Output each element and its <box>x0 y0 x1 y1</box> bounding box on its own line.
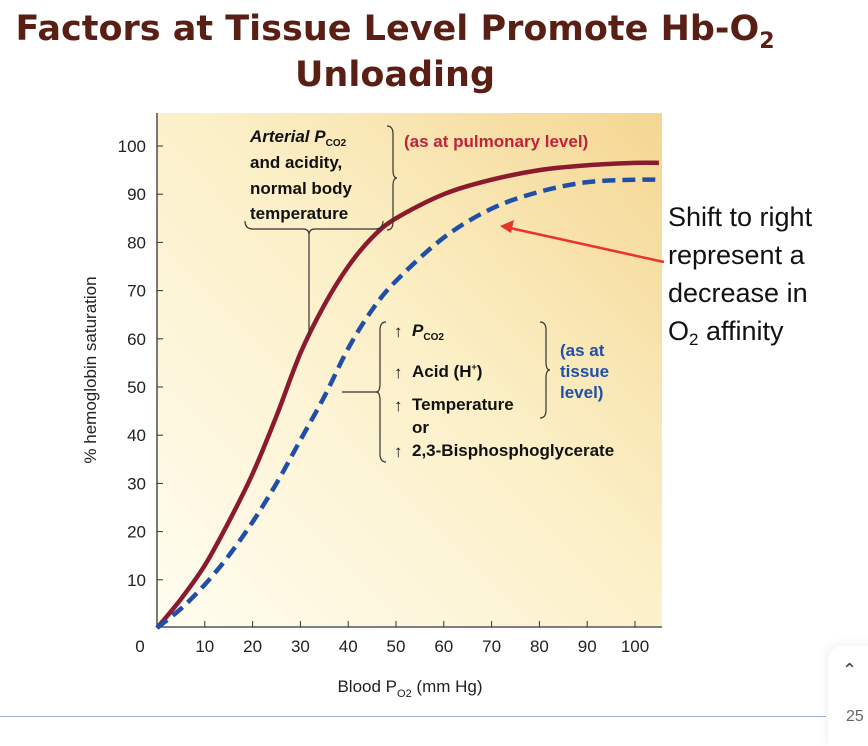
note-line: Shift to right <box>668 202 813 232</box>
tissue-label: level) <box>560 383 603 402</box>
factor-acid: Acid (H+) <box>412 362 482 381</box>
factor-bpg: 2,3-Bisphosphoglycerate <box>412 441 614 460</box>
note-suffix: affinity <box>698 316 784 346</box>
note-sub: 2 <box>689 330 699 349</box>
factor-acid-sup: + <box>472 362 477 372</box>
curve-normal <box>155 160 659 630</box>
up-arrow-icon: ↑ <box>394 363 403 382</box>
y-axis-label: % hemoglobin saturation <box>81 276 100 463</box>
y-tick-label: 30 <box>127 474 146 493</box>
pointer-arrow-line <box>509 226 665 264</box>
y-tick-label: 50 <box>127 378 146 397</box>
slide-title: Factors at Tissue Level Promote Hb-O2 Un… <box>0 6 790 98</box>
normal-label-text: Arterial P <box>249 127 326 146</box>
y-tick-label: 80 <box>127 233 146 252</box>
x-tick-label: 30 <box>291 637 310 656</box>
title-subscript: 2 <box>759 29 775 54</box>
x-tick-label: 100 <box>621 637 649 656</box>
page-number: 25 <box>846 708 864 725</box>
title-line-1: Factors at Tissue Level Promote Hb-O <box>15 9 760 49</box>
up-arrow-icon: ↑ <box>394 322 403 341</box>
x-tick-label: 50 <box>387 637 406 656</box>
x-tick-label: 40 <box>339 637 358 656</box>
pointer-arrowhead-icon <box>500 220 514 233</box>
annotations: Arterial PCO2 and acidity, normal body t… <box>244 125 665 463</box>
page-nav: ⌃ 25 <box>828 646 868 746</box>
factor-temperature: Temperature <box>412 395 514 414</box>
shift-note: Shift to right represent a decrease in O… <box>668 198 812 350</box>
y-tick-label: 40 <box>127 426 146 445</box>
y-tick-label: 10 <box>127 571 146 590</box>
x-tick-label: 80 <box>530 637 549 656</box>
normal-label: Arterial PCO2 <box>249 127 347 149</box>
curve-shifted-right <box>155 177 659 630</box>
x-tick-label: 60 <box>434 637 453 656</box>
note-line: represent a <box>668 240 805 270</box>
brace <box>539 321 551 419</box>
factor-acid-close: ) <box>477 362 483 381</box>
y-tick-label: 100 <box>118 137 146 156</box>
factor-or: or <box>412 418 429 437</box>
factor-acid-text: Acid (H <box>412 362 472 381</box>
x-tick-label: 90 <box>578 637 597 656</box>
x-tick-label: 70 <box>482 637 501 656</box>
note-o: O <box>668 316 690 346</box>
note-line: decrease in <box>668 278 808 308</box>
factor-p: P <box>412 321 424 340</box>
chevron-up-icon[interactable]: ⌃ <box>842 660 858 680</box>
title-line-2: Unloading <box>294 55 496 95</box>
normal-label: normal body <box>250 179 353 198</box>
pulmonary-label: (as at pulmonary level) <box>404 132 588 151</box>
normal-label-sub: CO2 <box>326 138 347 149</box>
factor-pco2: PCO2 <box>412 321 444 343</box>
x-axis-label: Blood PO2 (mm Hg) <box>337 677 482 700</box>
note-line: O2 affinity <box>668 312 812 350</box>
brace <box>386 125 398 231</box>
up-arrow-icon: ↑ <box>394 396 403 415</box>
normal-label: temperature <box>250 204 348 223</box>
factor-co2-sub: CO2 <box>423 332 444 343</box>
y-tick-label: 20 <box>127 523 146 542</box>
y-tick-label: 90 <box>127 185 146 204</box>
x-tick-label: 20 <box>243 637 262 656</box>
y-tick-label: 70 <box>127 282 146 301</box>
x-tick-label: 10 <box>195 637 214 656</box>
x-tick-label: 0 <box>135 637 144 656</box>
up-arrow-icon: ↑ <box>394 442 403 461</box>
tissue-label: tissue <box>560 362 609 381</box>
normal-label: and acidity, <box>250 153 342 172</box>
y-tick-label: 60 <box>127 330 146 349</box>
tissue-label: (as at <box>560 341 605 360</box>
divider <box>0 716 826 717</box>
